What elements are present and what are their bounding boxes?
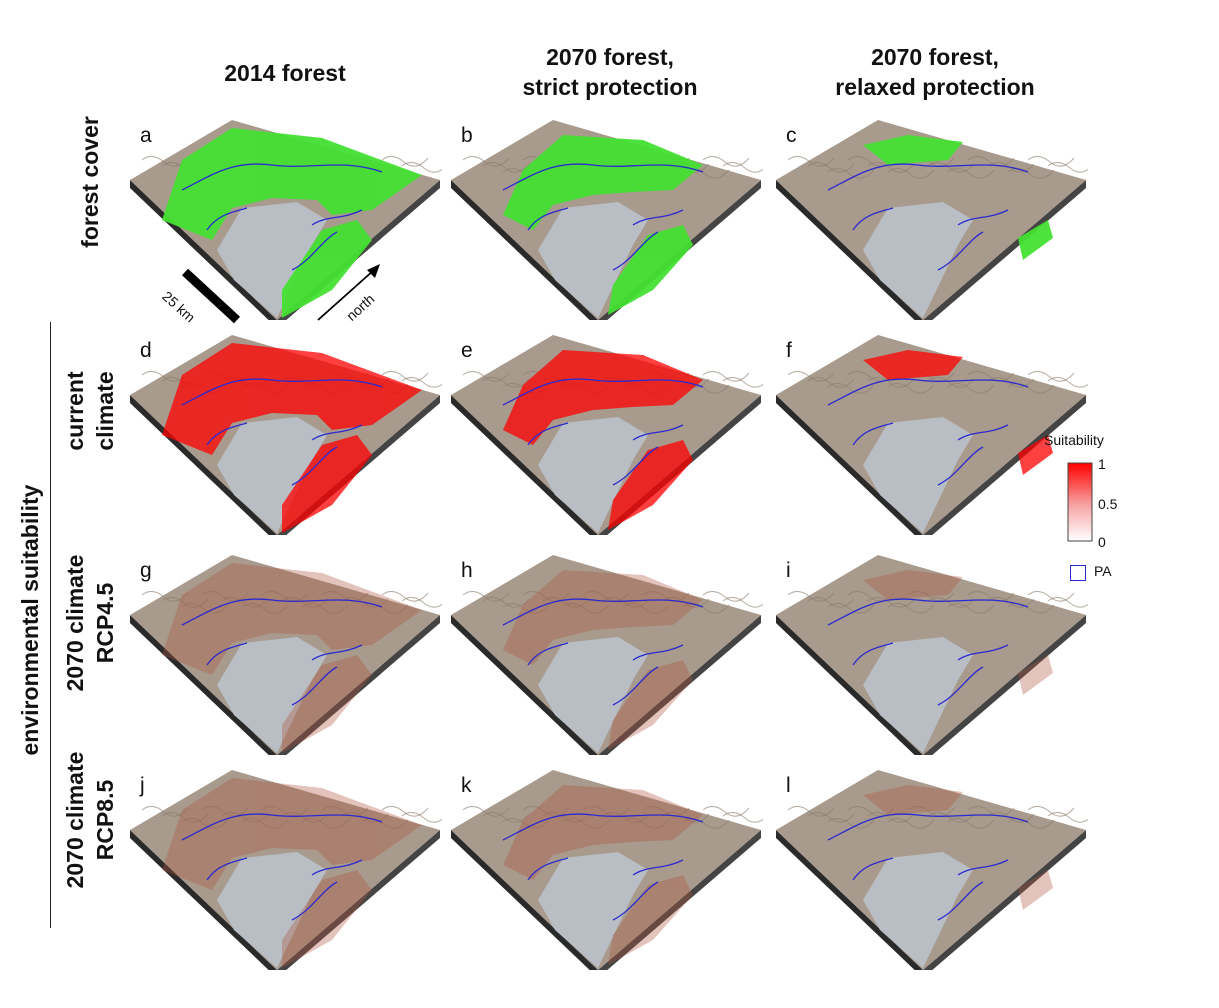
- map-panel-g: g: [122, 555, 442, 755]
- panel-letter: b: [461, 124, 473, 147]
- terrain-map-a: [130, 120, 442, 320]
- legend-tick-05: 0.5: [1098, 496, 1118, 512]
- terrain-map-g: [130, 555, 442, 755]
- pa-legend-swatch: [1070, 565, 1086, 581]
- map-panel-f: f: [768, 335, 1088, 535]
- panel-letter: e: [461, 339, 473, 362]
- row-group-label: environmental suitability: [17, 484, 43, 756]
- scale-bar: [181, 268, 241, 324]
- terrain-map-e: [451, 335, 763, 535]
- map-panel-j: j: [122, 770, 442, 970]
- panel-letter: i: [786, 559, 791, 582]
- map-panel-l: l: [768, 770, 1088, 970]
- panel-letter: j: [140, 774, 145, 797]
- terrain-map-d: [130, 335, 442, 535]
- map-panel-a: a: [122, 120, 442, 320]
- legend-tick-0: 0: [1098, 534, 1106, 550]
- map-panel-d: d: [122, 335, 442, 535]
- terrain-map-i: [776, 555, 1088, 755]
- map-panel-b: b: [443, 120, 763, 320]
- row-group-divider: [50, 322, 51, 928]
- terrain-map-c: [776, 120, 1088, 320]
- row-label-rcp85: 2070 climate RCP8.5: [62, 751, 118, 889]
- map-panel-c: c: [768, 120, 1088, 320]
- terrain-map-f: [776, 335, 1088, 535]
- legend-tick-1: 1: [1098, 456, 1106, 472]
- terrain-map-h: [451, 555, 763, 755]
- panel-letter: c: [786, 124, 797, 147]
- row-label-rcp45: 2070 climate RCP4.5: [62, 554, 118, 692]
- panel-letter: a: [140, 124, 152, 147]
- panel-letter: l: [786, 774, 791, 797]
- panel-letter: h: [461, 559, 473, 582]
- terrain-map-j: [130, 770, 442, 970]
- panel-letter: f: [786, 339, 792, 362]
- panel-letter: d: [140, 339, 152, 362]
- map-panel-h: h: [443, 555, 763, 755]
- terrain-map-b: [451, 120, 763, 320]
- suitability-colorbar: [1067, 462, 1093, 542]
- north-arrow-icon: [317, 264, 380, 321]
- pa-legend-label: PA: [1094, 563, 1112, 579]
- row-label-current-climate: current climate: [62, 371, 118, 451]
- terrain-map-l: [776, 770, 1088, 970]
- row-label-forest-cover: forest cover: [77, 116, 103, 248]
- column-title-2070-strict: 2070 forest, strict protection: [522, 44, 698, 100]
- map-panel-k: k: [443, 770, 763, 970]
- map-panel-e: e: [443, 335, 763, 535]
- terrain-map-k: [451, 770, 763, 970]
- column-title-2014-forest: 2014 forest: [224, 60, 346, 86]
- panel-letter: g: [140, 559, 152, 582]
- panel-letter: k: [461, 774, 472, 797]
- legend-title: Suitability: [1044, 432, 1104, 448]
- map-panel-i: i: [768, 555, 1088, 755]
- column-title-2070-relaxed: 2070 forest, relaxed protection: [835, 44, 1035, 100]
